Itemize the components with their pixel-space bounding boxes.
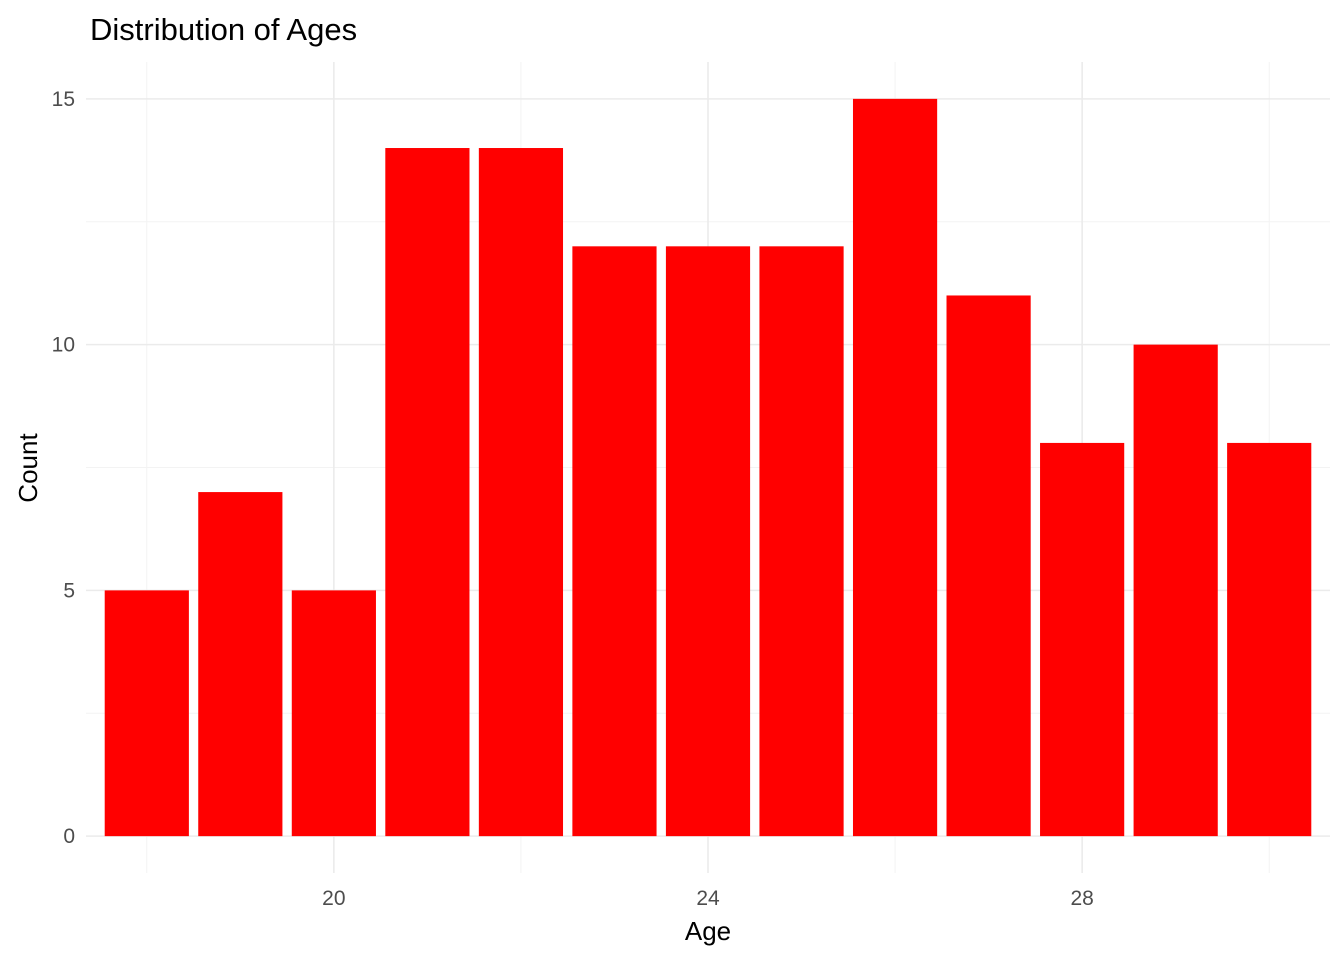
y-tick-label: 5 <box>63 579 75 602</box>
bar <box>852 98 938 837</box>
bar <box>1040 442 1125 837</box>
chart-title: Distribution of Ages <box>90 12 357 47</box>
y-axis-title: Count <box>13 433 43 503</box>
bar <box>1133 344 1218 837</box>
x-tick-label: 24 <box>696 887 720 910</box>
bar <box>665 246 751 837</box>
bar <box>291 590 376 837</box>
y-tick-label: 10 <box>52 334 75 357</box>
bar <box>198 492 283 837</box>
y-axis-ticks: 0 5 10 15 <box>52 88 75 848</box>
y-tick-label: 15 <box>52 88 75 111</box>
x-tick-label: 20 <box>322 887 345 910</box>
x-axis-title: Age <box>685 916 731 946</box>
bar <box>946 295 1031 837</box>
bar <box>1227 442 1312 837</box>
bar <box>385 148 470 837</box>
x-tick-label: 28 <box>1070 887 1093 910</box>
bar <box>759 246 844 837</box>
x-axis-ticks: 20 24 28 <box>322 887 1094 910</box>
bar <box>572 246 657 837</box>
y-tick-label: 0 <box>63 825 75 848</box>
bars <box>104 98 1312 837</box>
bar <box>478 148 564 837</box>
bar <box>104 590 189 837</box>
